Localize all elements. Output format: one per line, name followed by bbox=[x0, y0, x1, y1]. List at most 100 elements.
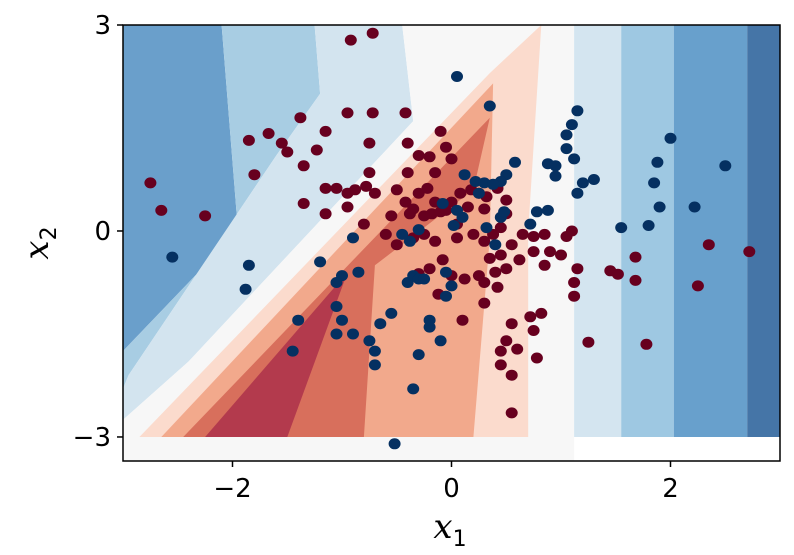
point-blue bbox=[648, 177, 661, 189]
point-red bbox=[390, 239, 403, 251]
point-blue bbox=[571, 187, 584, 199]
point-red bbox=[530, 352, 543, 364]
point-blue bbox=[541, 204, 554, 216]
point-blue bbox=[388, 438, 401, 450]
point-red bbox=[144, 177, 157, 189]
point-blue bbox=[314, 256, 327, 268]
point-red bbox=[494, 222, 507, 234]
point-red bbox=[434, 125, 447, 137]
point-blue bbox=[286, 345, 299, 357]
x-tick-label: −2 bbox=[213, 474, 251, 504]
point-blue bbox=[587, 174, 600, 185]
point-red bbox=[429, 167, 442, 179]
point-red bbox=[494, 249, 507, 261]
region-light-blue bbox=[123, 25, 414, 420]
point-blue bbox=[664, 132, 677, 144]
region-right-blue-1 bbox=[574, 25, 622, 437]
point-red bbox=[483, 252, 496, 264]
point-blue bbox=[472, 187, 485, 199]
point-red bbox=[500, 335, 513, 347]
point-blue bbox=[352, 266, 365, 278]
point-red bbox=[297, 160, 310, 172]
point-red bbox=[319, 182, 332, 194]
point-blue bbox=[451, 204, 463, 216]
point-blue bbox=[487, 178, 500, 190]
point-red bbox=[262, 128, 275, 139]
point-blue bbox=[363, 335, 376, 347]
point-red bbox=[571, 263, 584, 275]
point-blue bbox=[549, 170, 562, 182]
point-red bbox=[478, 235, 491, 247]
point-red bbox=[297, 198, 310, 209]
point-red bbox=[516, 228, 529, 240]
point-red bbox=[344, 34, 357, 46]
point-red bbox=[524, 311, 537, 323]
point-red bbox=[436, 254, 449, 266]
point-red bbox=[451, 232, 463, 244]
point-red bbox=[341, 107, 354, 119]
point-red bbox=[456, 314, 469, 326]
point-blue bbox=[292, 314, 305, 326]
point-blue bbox=[530, 206, 543, 218]
axis-ticks: −2 0 2 −3 0 3 bbox=[73, 11, 679, 504]
point-red bbox=[505, 318, 518, 330]
point-red bbox=[511, 343, 524, 355]
point-blue bbox=[412, 224, 425, 236]
point-blue bbox=[509, 156, 521, 168]
point-red bbox=[478, 203, 491, 215]
point-red bbox=[527, 246, 540, 258]
point-red bbox=[319, 208, 332, 220]
point-blue bbox=[440, 290, 452, 302]
point-blue bbox=[418, 273, 431, 285]
point-red bbox=[423, 151, 436, 163]
point-blue bbox=[385, 307, 398, 319]
point-blue bbox=[447, 220, 460, 231]
point-red bbox=[399, 107, 412, 119]
point-red bbox=[349, 184, 362, 196]
point-red bbox=[505, 369, 518, 381]
point-red bbox=[467, 228, 480, 240]
point-red bbox=[357, 218, 370, 230]
point-red bbox=[242, 134, 255, 146]
point-red bbox=[412, 150, 425, 161]
point-red bbox=[366, 27, 379, 39]
point-blue bbox=[330, 328, 343, 340]
point-red bbox=[478, 297, 491, 309]
point-blue bbox=[560, 143, 573, 155]
point-red bbox=[568, 277, 581, 288]
point-red bbox=[544, 246, 556, 258]
point-red bbox=[401, 137, 414, 149]
point-red bbox=[461, 201, 474, 213]
point-blue bbox=[688, 201, 701, 213]
point-blue bbox=[347, 328, 359, 340]
point-red bbox=[330, 182, 343, 194]
point-blue bbox=[458, 169, 471, 181]
point-red bbox=[412, 187, 425, 199]
point-red bbox=[489, 266, 502, 278]
point-blue bbox=[374, 318, 387, 330]
x-axis-label: x1 bbox=[433, 507, 466, 552]
point-blue bbox=[403, 235, 416, 247]
point-red bbox=[199, 210, 212, 222]
point-blue bbox=[576, 177, 589, 189]
point-blue bbox=[440, 266, 452, 278]
point-blue bbox=[651, 156, 664, 168]
point-blue bbox=[498, 206, 511, 218]
point-blue bbox=[396, 228, 409, 240]
point-blue bbox=[239, 283, 252, 295]
point-red bbox=[555, 249, 567, 261]
y-tick-label: 0 bbox=[94, 217, 111, 247]
region-red-2 bbox=[183, 117, 490, 437]
point-red bbox=[702, 239, 715, 251]
point-red bbox=[538, 259, 551, 271]
point-blue bbox=[483, 100, 496, 112]
point-red bbox=[505, 239, 518, 251]
point-blue bbox=[347, 232, 359, 244]
point-blue bbox=[489, 239, 502, 251]
point-red bbox=[421, 182, 434, 194]
region-right-blue-3 bbox=[673, 25, 748, 437]
point-red bbox=[538, 228, 551, 240]
point-red bbox=[458, 273, 471, 285]
point-red bbox=[341, 201, 354, 213]
point-red bbox=[294, 112, 307, 124]
